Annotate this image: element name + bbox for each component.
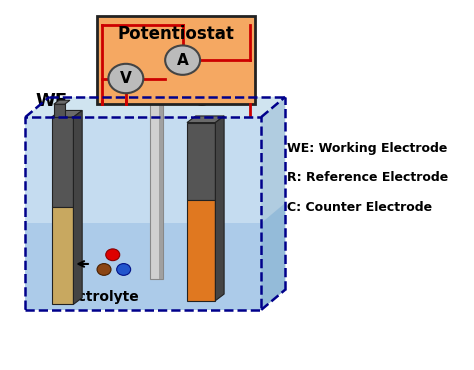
Polygon shape — [73, 111, 82, 305]
Bar — [26, 223, 261, 310]
Circle shape — [97, 263, 111, 275]
Circle shape — [165, 46, 200, 75]
Circle shape — [106, 249, 120, 260]
FancyBboxPatch shape — [98, 16, 255, 104]
Bar — [52, 207, 73, 305]
Bar — [52, 117, 73, 207]
Text: Potentiostat: Potentiostat — [118, 25, 235, 43]
Circle shape — [109, 64, 143, 93]
Circle shape — [117, 263, 131, 275]
Polygon shape — [52, 111, 82, 117]
Text: WE: Working Electrode: WE: Working Electrode — [287, 142, 448, 155]
Polygon shape — [261, 97, 285, 310]
Text: R: Reference Electrode: R: Reference Electrode — [287, 171, 449, 184]
Polygon shape — [261, 203, 285, 310]
Polygon shape — [54, 100, 70, 104]
Text: R: R — [149, 92, 164, 110]
Bar — [26, 117, 261, 310]
Polygon shape — [49, 97, 285, 290]
Text: V: V — [120, 71, 132, 86]
Text: C: Counter Electrode: C: Counter Electrode — [287, 201, 433, 213]
Text: A: A — [177, 53, 189, 68]
Text: Electrolyte: Electrolyte — [55, 290, 140, 305]
Polygon shape — [26, 97, 285, 117]
Bar — [187, 200, 215, 301]
Bar — [54, 104, 65, 117]
Polygon shape — [187, 116, 224, 122]
Bar — [150, 104, 163, 279]
Bar — [159, 104, 163, 279]
Polygon shape — [215, 116, 224, 301]
Bar — [187, 122, 215, 200]
Text: WE: WE — [36, 92, 68, 110]
Text: C: C — [193, 92, 207, 110]
